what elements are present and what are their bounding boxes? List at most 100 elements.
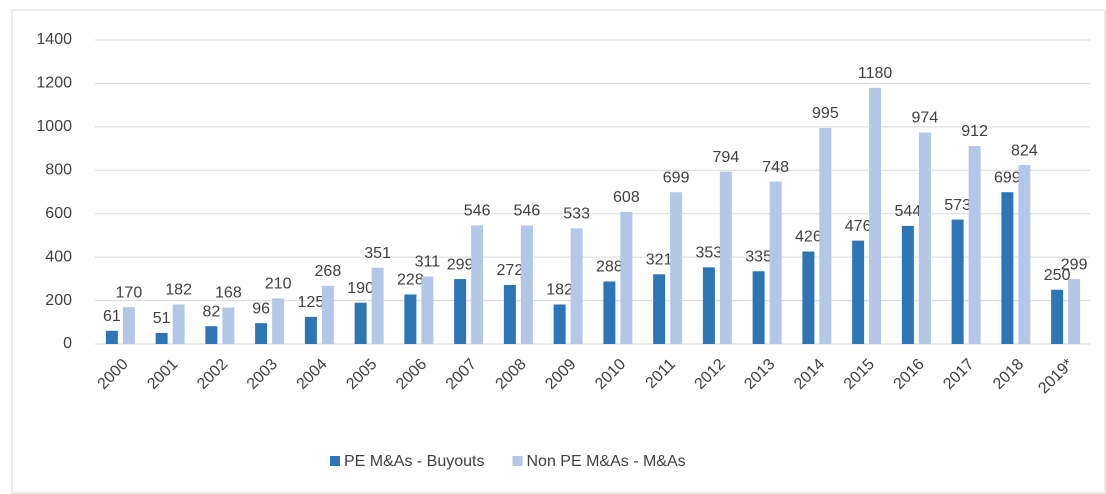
bar (852, 240, 865, 344)
x-tick-label: 2019* (1035, 356, 1077, 398)
bar (371, 267, 384, 344)
x-tick-label: 2002 (194, 356, 231, 393)
data-label: 321 (646, 252, 673, 269)
x-tick-label: 2006 (393, 356, 430, 393)
data-label: 272 (497, 262, 524, 279)
bar (155, 332, 168, 344)
x-tick-label: 2000 (94, 356, 131, 393)
bar (105, 330, 118, 344)
data-label: 533 (563, 205, 590, 222)
x-tick-label: 2011 (643, 356, 679, 392)
bar (520, 225, 533, 344)
bar (603, 281, 616, 344)
bar (901, 225, 914, 344)
bar (321, 285, 334, 344)
data-label: 125 (298, 294, 325, 311)
x-tick-label: 2005 (343, 356, 380, 393)
bar (670, 192, 683, 344)
data-label: 608 (613, 189, 640, 206)
x-tick-label: 2001 (144, 356, 181, 393)
x-tick-label: 2012 (691, 356, 728, 393)
legend-swatch (330, 456, 340, 466)
data-label: 912 (961, 123, 988, 140)
bar (553, 304, 566, 344)
data-label: 699 (994, 169, 1021, 186)
bar (769, 181, 782, 344)
bar (620, 211, 633, 344)
x-tick-label: 2003 (244, 356, 281, 393)
data-label: 573 (944, 197, 971, 214)
bar (421, 276, 434, 344)
data-label: 182 (165, 282, 192, 299)
data-label: 546 (464, 203, 491, 220)
data-label: 250 (1044, 267, 1071, 284)
bar (255, 323, 268, 344)
data-label: 182 (546, 282, 573, 299)
bar (752, 271, 765, 344)
bar (1068, 279, 1081, 344)
data-label: 353 (696, 245, 723, 262)
data-label: 168 (215, 285, 242, 302)
data-label: 794 (713, 149, 740, 166)
bar (222, 307, 235, 344)
bar (918, 132, 931, 344)
data-label: 699 (663, 169, 690, 186)
legend-label: PE M&As - Buyouts (344, 453, 485, 470)
bar (653, 274, 666, 344)
data-label: 288 (596, 259, 623, 276)
chart-frame (11, 9, 1106, 494)
y-tick-label: 1400 (36, 31, 72, 48)
data-label: 268 (315, 263, 342, 280)
legend-swatch (512, 456, 523, 466)
x-tick-label: 2010 (592, 356, 629, 393)
data-label: 1180 (858, 65, 893, 82)
y-tick-label: 200 (45, 292, 72, 309)
x-tick-label: 2009 (542, 356, 579, 393)
data-label: 748 (762, 159, 789, 176)
data-label: 210 (265, 276, 292, 293)
bar (869, 87, 882, 345)
bar (1051, 289, 1064, 344)
y-tick-label: 800 (45, 162, 72, 179)
data-label: 311 (415, 254, 441, 271)
y-tick-label: 1200 (36, 75, 72, 92)
data-label: 190 (347, 280, 374, 297)
x-tick-label: 2013 (741, 356, 778, 393)
bar (503, 284, 516, 344)
bar (719, 171, 732, 344)
bar (205, 326, 218, 344)
bar (122, 307, 135, 344)
data-label: 544 (895, 203, 922, 220)
bar (819, 127, 832, 344)
bar (802, 251, 815, 344)
bar (702, 267, 715, 344)
y-tick-label: 0 (63, 335, 72, 352)
data-label: 170 (116, 284, 143, 301)
bar (968, 145, 981, 344)
y-tick-label: 600 (45, 205, 72, 222)
x-tick-label: 2017 (940, 356, 977, 393)
y-tick-label: 400 (45, 248, 72, 265)
x-tick-label: 2018 (990, 356, 1027, 393)
data-label: 546 (514, 203, 541, 220)
data-label: 61 (103, 308, 121, 325)
y-tick-label: 1000 (36, 118, 72, 135)
bar (272, 298, 285, 344)
bar (172, 304, 185, 344)
bar (454, 279, 467, 344)
data-label: 228 (397, 272, 424, 289)
x-tick-label: 2007 (443, 356, 480, 393)
bar (1018, 165, 1031, 344)
x-tick-label: 2016 (890, 356, 927, 393)
data-label: 299 (447, 256, 474, 273)
bar (951, 219, 964, 344)
data-label: 824 (1011, 142, 1038, 159)
x-tick-label: 2015 (841, 356, 878, 393)
bar (570, 228, 583, 344)
data-label: 299 (1061, 256, 1088, 273)
x-tick-label: 2008 (492, 356, 529, 393)
data-label: 426 (795, 229, 822, 246)
data-label: 351 (364, 245, 391, 262)
data-label: 51 (153, 310, 171, 327)
